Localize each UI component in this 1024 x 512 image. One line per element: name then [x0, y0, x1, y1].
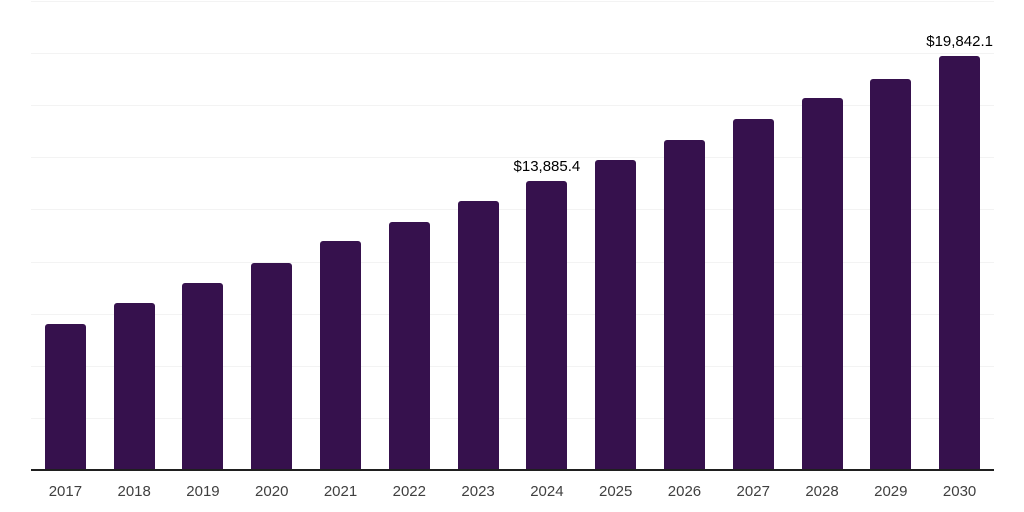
x-axis-label-2017: 2017: [48, 483, 83, 500]
bar-2025: [595, 160, 637, 470]
gridline: [31, 157, 994, 159]
x-axis-label-2019: 2019: [186, 483, 220, 500]
bar-2018: [113, 303, 155, 470]
bar-2026: [663, 139, 705, 470]
bar-2029: [870, 78, 912, 470]
bar-2030: [939, 56, 981, 470]
x-axis-label-2023: 2023: [461, 483, 495, 500]
gridline: [31, 365, 994, 367]
bar-2028: [801, 97, 843, 470]
x-axis-label-2027: 2027: [736, 483, 770, 500]
x-axis-label-2024: 2024: [530, 483, 564, 500]
x-axis-label-2026: 2026: [667, 483, 702, 500]
x-axis-label-2021: 2021: [323, 483, 358, 500]
gridline: [31, 209, 994, 211]
gridline: [31, 417, 994, 419]
gridline: [31, 313, 994, 315]
x-axis-label-2018: 2018: [117, 483, 151, 500]
bar-2020: [251, 263, 293, 470]
bar-2023: [457, 200, 499, 470]
data-label-2030: $19,842.1: [926, 33, 993, 51]
x-axis-label-2028: 2028: [805, 483, 839, 500]
x-axis-line: [31, 469, 994, 471]
gridline: [31, 53, 994, 55]
x-axis-label-2020: 2020: [255, 483, 289, 500]
bar-2024: [526, 180, 568, 470]
x-axis-label-2025: 2025: [598, 483, 633, 500]
x-axis-label-2030: 2030: [942, 483, 977, 500]
bar-2019: [182, 283, 224, 470]
plot-area: $13,885.4 $19,842.1: [31, 1, 994, 470]
x-axis-label-2029: 2029: [874, 483, 908, 500]
gridline: [31, 261, 994, 263]
x-axis-label-2022: 2022: [392, 483, 426, 500]
bar-2021: [320, 241, 362, 470]
bar-2027: [732, 118, 774, 470]
bar-2022: [388, 221, 430, 470]
gridline: [31, 105, 994, 107]
data-label-2024: $13,885.4: [513, 157, 581, 175]
gridline: [31, 1, 994, 2]
bar-2017: [44, 324, 86, 470]
